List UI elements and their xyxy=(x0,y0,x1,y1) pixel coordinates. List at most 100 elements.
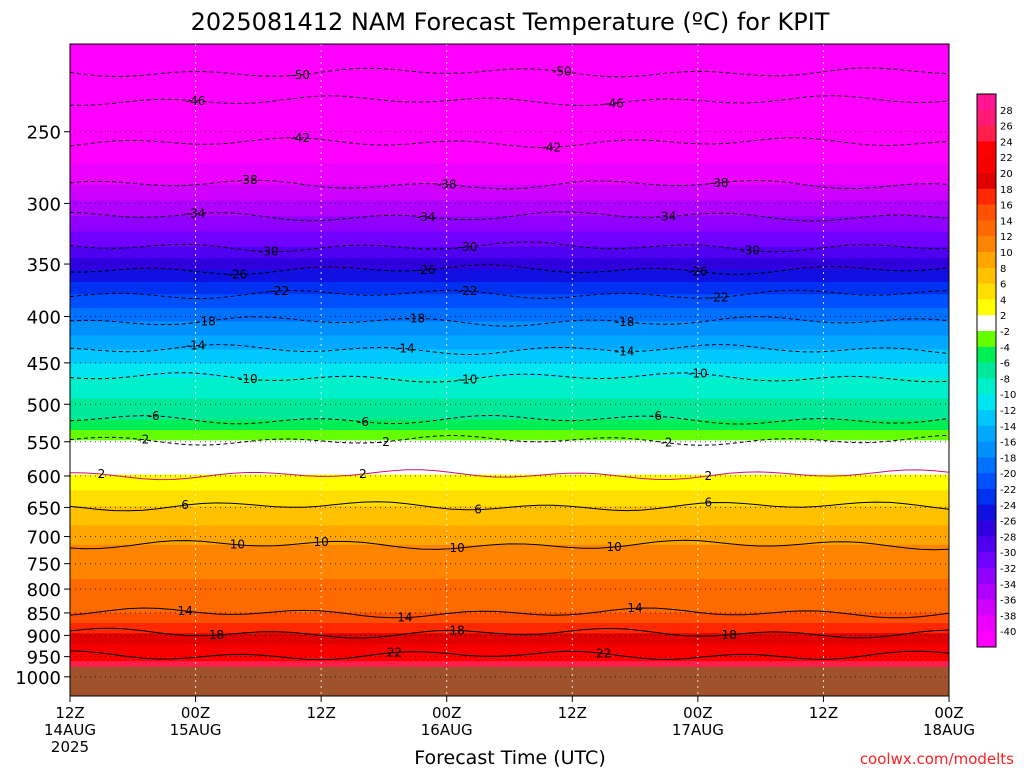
isotherm-label: 6 xyxy=(181,498,189,512)
isotherm-label: 6 xyxy=(474,503,482,517)
colorbar-label: -10 xyxy=(1000,390,1016,401)
isotherm-label: 10 xyxy=(314,535,329,549)
y-tick-label: 950 xyxy=(27,648,61,669)
temperature-band xyxy=(70,281,949,295)
colorbar-label: 20 xyxy=(1000,169,1013,180)
colorbar-swatch xyxy=(977,362,996,379)
colorbar-swatch xyxy=(977,583,996,600)
y-tick-label: 750 xyxy=(27,555,61,576)
colorbar-label: -18 xyxy=(1000,453,1016,464)
x-tick-label: 00Z xyxy=(181,704,210,722)
colorbar-swatch xyxy=(977,552,996,569)
isotherm-label: -6 xyxy=(148,409,160,423)
colorbar-label: -12 xyxy=(1000,406,1016,417)
colorbar-label: 6 xyxy=(1000,280,1006,291)
isotherm-label: -46 xyxy=(604,96,624,110)
plot-frame xyxy=(69,43,950,697)
y-axis: 2503003504004505005506006507007508008509… xyxy=(15,123,70,689)
isotherm-line xyxy=(69,372,950,383)
isotherm-label: -34 xyxy=(657,210,677,224)
colorbar-label: -38 xyxy=(1000,611,1016,622)
temperature-band xyxy=(70,419,949,431)
colorbar-label: 10 xyxy=(1000,248,1013,259)
y-tick-label: 850 xyxy=(27,604,61,625)
x-tick-label: 12Z xyxy=(306,704,335,722)
temperature-band xyxy=(70,72,949,88)
colorbar-label: -30 xyxy=(1000,548,1016,559)
temperature-band xyxy=(70,578,949,614)
colorbar-swatch xyxy=(977,346,996,363)
colorbar-label: -4 xyxy=(1000,343,1010,354)
isotherm-label: -30 xyxy=(259,245,279,259)
temperature-fill-bands xyxy=(70,44,949,668)
colorbar-label: -28 xyxy=(1000,532,1016,543)
isotherm-label: -14 xyxy=(615,344,635,358)
colorbar-frame xyxy=(976,93,997,648)
isotherm-label: -50 xyxy=(290,68,310,82)
colorbar-swatch xyxy=(977,220,996,237)
isotherm-label: -34 xyxy=(186,207,206,221)
x-tick-label: 00Z xyxy=(683,704,712,722)
isotherm-line xyxy=(69,469,950,481)
temperature-band xyxy=(70,163,949,186)
isotherm-label: 18 xyxy=(209,628,224,642)
x-tick-label: 00Z xyxy=(432,704,461,722)
colorbar-swatch xyxy=(977,425,996,442)
x-tick-label: 14AUG xyxy=(44,721,96,739)
isotherm-label: -38 xyxy=(709,176,729,190)
colorbar-label: -36 xyxy=(1000,596,1016,607)
temperature-band xyxy=(70,506,949,527)
y-tick-label: 350 xyxy=(27,255,61,276)
temperature-band xyxy=(70,269,949,283)
isotherm-label: -34 xyxy=(416,210,436,224)
colorbar-label: -6 xyxy=(1000,359,1010,370)
colorbar-swatch xyxy=(977,252,996,269)
colorbar-label: -8 xyxy=(1000,374,1010,385)
temperature-band xyxy=(70,430,949,441)
isotherm-line xyxy=(69,650,950,661)
temperature-band xyxy=(70,377,949,400)
colorbar-swatch xyxy=(977,520,996,537)
x-tick-label: 12Z xyxy=(558,704,587,722)
colorbar-swatch xyxy=(977,173,996,190)
isotherm-label: -6 xyxy=(357,415,369,429)
isotherm-label: -26 xyxy=(416,263,436,277)
colorbar-swatch xyxy=(977,236,996,253)
isotherm-label: -42 xyxy=(290,131,310,145)
colorbar-swatch xyxy=(977,568,996,585)
colorbar-swatch xyxy=(977,599,996,616)
isotherm-label: 2 xyxy=(705,469,713,483)
y-tick-label: 300 xyxy=(27,194,61,215)
colorbar-swatch xyxy=(977,94,996,111)
colorbar-legend: 28 26 24 22 20 18 16 14 12 10 8 6 4 2 -2 -4 -6 -8 -10 -12 -1… xyxy=(976,93,1016,648)
isotherm-label: -22 xyxy=(709,291,729,305)
isotherm-label: -26 xyxy=(688,264,708,278)
colorbar-swatch xyxy=(977,141,996,158)
temperature-band xyxy=(70,633,949,645)
x-tick-label: 00Z xyxy=(934,704,963,722)
temperature-band xyxy=(70,335,949,351)
temperature-band xyxy=(70,363,949,379)
colorbar-label: -22 xyxy=(1000,485,1016,496)
chart-title: 2025081412 NAM Forecast Temperature (ºC)… xyxy=(191,8,830,36)
isotherm-label: -30 xyxy=(458,240,478,254)
ground-surface xyxy=(70,666,949,696)
isotherm-label: 10 xyxy=(230,538,245,552)
isotherm-label: 18 xyxy=(722,628,737,642)
isotherm-line xyxy=(69,539,950,551)
isotherm-label: -18 xyxy=(615,315,635,329)
temperature-band xyxy=(70,216,949,233)
y-tick-label: 900 xyxy=(27,626,61,647)
temperature-band xyxy=(70,142,949,165)
x-tick-label: 2025 xyxy=(51,738,89,756)
colorbar-swatch xyxy=(977,267,996,284)
isotherm-line xyxy=(69,607,950,619)
isotherm-label: -22 xyxy=(458,284,478,298)
temperature-band xyxy=(70,121,949,144)
isotherm-label: -6 xyxy=(650,409,662,423)
y-tick-label: 800 xyxy=(27,580,61,601)
colorbar-label: 16 xyxy=(1000,201,1013,212)
x-axis-title: Forecast Time (UTC) xyxy=(414,747,605,768)
colorbar-swatch xyxy=(977,473,996,490)
isotherm-label: 2 xyxy=(359,467,367,481)
